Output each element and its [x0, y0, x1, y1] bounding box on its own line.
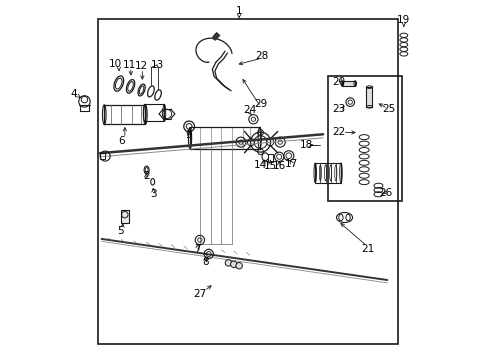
- Bar: [100, 153, 104, 159]
- Text: 18: 18: [299, 140, 312, 150]
- Circle shape: [235, 262, 242, 269]
- Text: 25: 25: [382, 104, 395, 113]
- Text: 28: 28: [255, 51, 268, 61]
- Bar: [98, 19, 397, 344]
- Bar: [267, 154, 273, 162]
- Bar: [315, 163, 340, 183]
- Text: 9: 9: [185, 130, 192, 140]
- Text: 16: 16: [272, 161, 285, 171]
- Text: 19: 19: [396, 15, 409, 25]
- Polygon shape: [212, 33, 219, 40]
- Text: 27: 27: [193, 289, 206, 299]
- Text: 12: 12: [135, 62, 148, 71]
- Bar: [365, 87, 372, 107]
- Text: 6: 6: [118, 136, 124, 146]
- Circle shape: [230, 261, 237, 267]
- Text: 17: 17: [284, 159, 297, 169]
- Text: 23: 23: [331, 104, 345, 113]
- Text: 10: 10: [108, 59, 122, 69]
- Text: 20: 20: [331, 77, 345, 87]
- Text: 4: 4: [70, 89, 77, 99]
- Bar: [121, 210, 129, 223]
- Text: 21: 21: [360, 244, 374, 253]
- Text: 22: 22: [331, 127, 345, 137]
- Text: 14: 14: [254, 160, 267, 170]
- Text: 24: 24: [243, 105, 256, 115]
- Text: 1: 1: [235, 6, 242, 17]
- Text: 29: 29: [253, 99, 266, 109]
- Text: 13: 13: [150, 60, 163, 70]
- Text: 11: 11: [122, 60, 136, 70]
- Circle shape: [225, 260, 231, 266]
- Text: 5: 5: [117, 226, 123, 236]
- Text: 7: 7: [193, 244, 200, 253]
- Text: 8: 8: [202, 257, 209, 267]
- Text: 2: 2: [142, 171, 149, 181]
- Bar: [342, 81, 354, 86]
- Text: 26: 26: [379, 188, 392, 198]
- Text: 15: 15: [263, 161, 276, 171]
- Text: 3: 3: [150, 189, 156, 199]
- Bar: [328, 76, 401, 202]
